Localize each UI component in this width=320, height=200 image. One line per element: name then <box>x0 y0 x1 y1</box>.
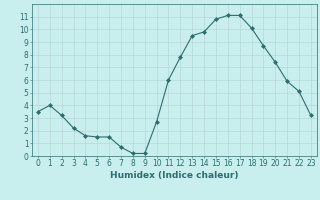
X-axis label: Humidex (Indice chaleur): Humidex (Indice chaleur) <box>110 171 239 180</box>
